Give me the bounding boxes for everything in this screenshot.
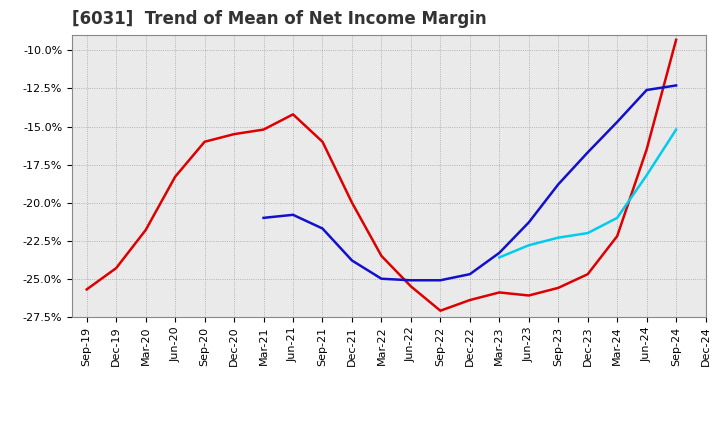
- 3 Years: [466, 297, 474, 303]
- 7 Years: [583, 231, 592, 236]
- 5 Years: [259, 215, 268, 220]
- 7 Years: [554, 235, 562, 240]
- 3 Years: [318, 139, 327, 144]
- 7 Years: [613, 215, 621, 220]
- 3 Years: [171, 174, 179, 180]
- Text: [6031]  Trend of Mean of Net Income Margin: [6031] Trend of Mean of Net Income Margi…: [72, 10, 487, 28]
- Legend: 3 Years, 5 Years, 7 Years, 10 Years: 3 Years, 5 Years, 7 Years, 10 Years: [179, 434, 598, 440]
- 5 Years: [407, 278, 415, 283]
- 3 Years: [524, 293, 533, 298]
- Line: 5 Years: 5 Years: [264, 85, 676, 280]
- 5 Years: [436, 278, 445, 283]
- 3 Years: [672, 37, 680, 42]
- 3 Years: [583, 271, 592, 277]
- 3 Years: [200, 139, 209, 144]
- 5 Years: [554, 182, 562, 187]
- 3 Years: [613, 234, 621, 239]
- 5 Years: [495, 250, 503, 256]
- 3 Years: [407, 284, 415, 289]
- 5 Years: [583, 150, 592, 155]
- 5 Years: [672, 83, 680, 88]
- 5 Years: [466, 271, 474, 277]
- 5 Years: [348, 258, 356, 263]
- 3 Years: [642, 147, 651, 152]
- 3 Years: [554, 285, 562, 290]
- 5 Years: [613, 119, 621, 125]
- 7 Years: [495, 255, 503, 260]
- Line: 7 Years: 7 Years: [499, 129, 676, 257]
- 3 Years: [495, 290, 503, 295]
- 3 Years: [82, 287, 91, 292]
- 7 Years: [524, 242, 533, 248]
- 3 Years: [141, 227, 150, 233]
- Line: 3 Years: 3 Years: [86, 40, 676, 311]
- 3 Years: [348, 200, 356, 205]
- 7 Years: [642, 172, 651, 178]
- 3 Years: [289, 112, 297, 117]
- 5 Years: [524, 220, 533, 225]
- 7 Years: [672, 127, 680, 132]
- 5 Years: [289, 212, 297, 217]
- 3 Years: [436, 308, 445, 313]
- 5 Years: [377, 276, 386, 282]
- 3 Years: [377, 253, 386, 259]
- 3 Years: [259, 127, 268, 132]
- 5 Years: [642, 88, 651, 93]
- 3 Years: [112, 265, 120, 271]
- 3 Years: [230, 132, 238, 137]
- 5 Years: [318, 226, 327, 231]
